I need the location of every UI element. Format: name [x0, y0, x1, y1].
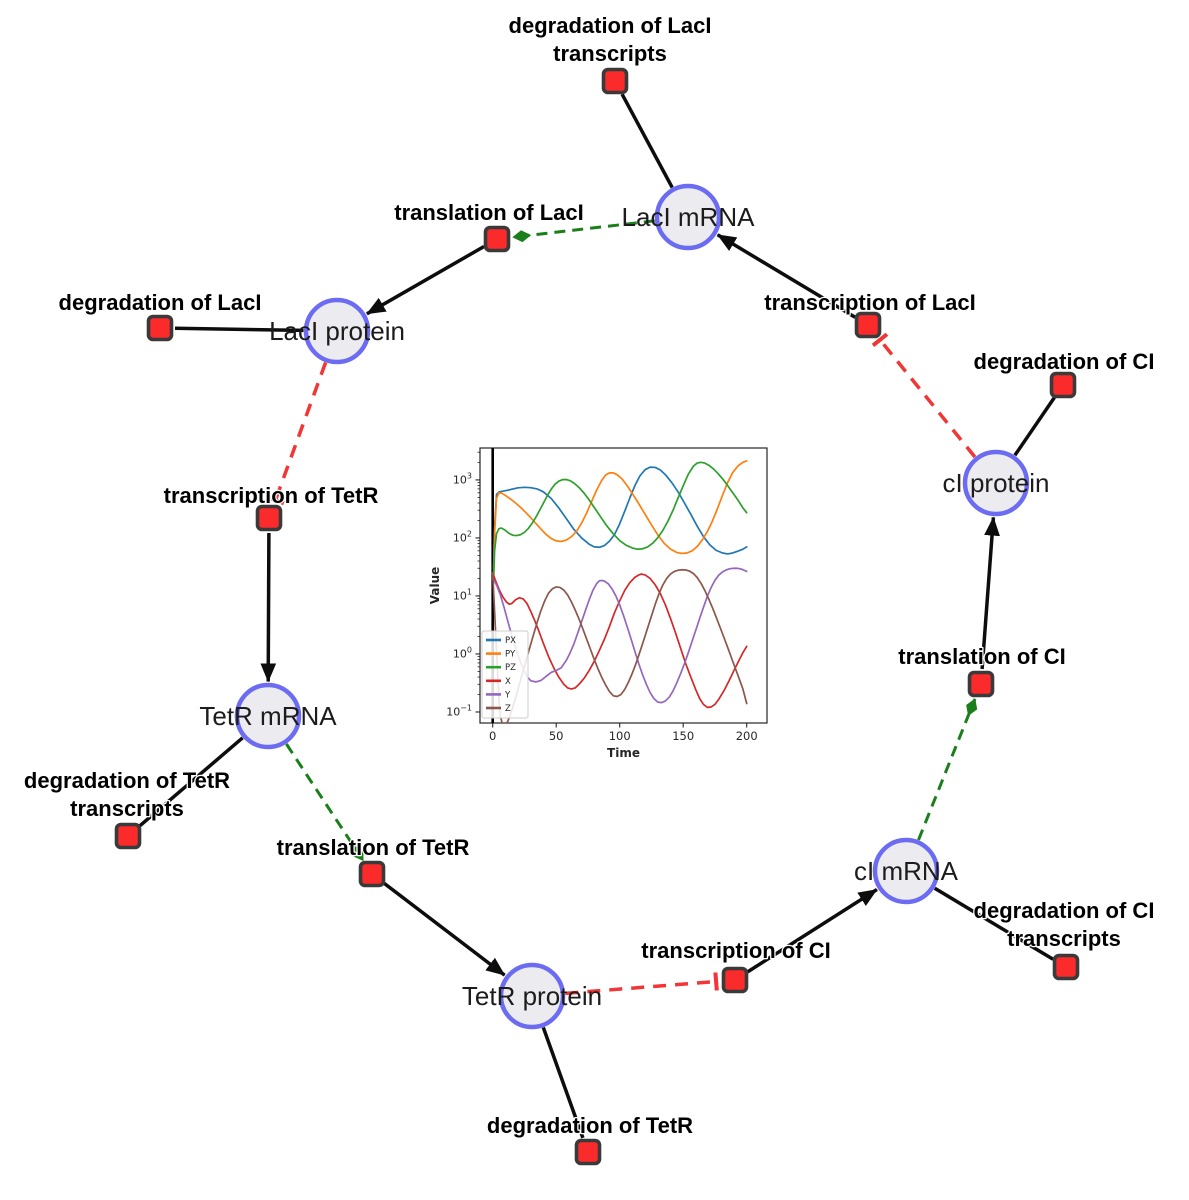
x-tick-label: 100 [609, 729, 631, 743]
edge-modifier-laci_mrna-transl_laci [512, 219, 655, 243]
reaction-node-deg_laci_tx [601, 67, 629, 95]
edge-consumption-ci_protein-deg_ci [1013, 396, 1056, 457]
species-label-laci_mrna: LacI mRNA [622, 202, 756, 232]
reaction-node-deg_tetr [574, 1138, 602, 1166]
edge-consumption-tetr_protein-deg_tetr [541, 1026, 585, 1139]
edge-modifier-ci_mrna-transl_ci [917, 698, 978, 841]
edge-modifier-tetr_mrna-transl_tetr [285, 743, 365, 862]
series-line-PZ [492, 461, 748, 582]
reaction-node-transl_tetr [358, 860, 386, 888]
edge-inhibition-laci_protein-transc_tetr [266, 361, 328, 506]
edge-consumption-tetr_mrna-deg_tetr_tx [138, 736, 244, 828]
species-node-laci_protein [303, 297, 371, 365]
series-line-PY [492, 460, 748, 574]
edge-production-transl_tetr-tetr_protein [382, 881, 506, 977]
species-label-laci_protein: LacI protein [269, 316, 405, 346]
edge-production-transc_laci-laci_mrna [716, 233, 857, 319]
species-node-ci_protein [962, 449, 1030, 517]
y-tick-label: 101 [453, 587, 472, 602]
reaction-label-deg_ci_tx: degradation of CI transcripts [974, 898, 1155, 951]
legend-label-PY: PY [505, 650, 516, 660]
edge-consumption-ci_mrna-deg_ci_tx [933, 886, 1055, 961]
reaction-node-transl_ci [967, 670, 995, 698]
reaction-node-transc_laci [854, 311, 882, 339]
legend-label-X: X [505, 677, 511, 687]
reaction-label-transc_tetr: transcription of TetR [164, 483, 379, 508]
reaction-node-deg_laci [146, 314, 174, 342]
x-tick-label: 150 [672, 729, 694, 743]
edge-production-transc_tetr-tetr_mrna [260, 532, 277, 683]
reaction-label-transc_laci: transcription of LacI [764, 290, 975, 315]
species-label-tetr_mrna: TetR mRNA [199, 701, 337, 731]
y-tick-label: 100 [453, 645, 472, 660]
reaction-label-transl_ci: translation of CI [898, 644, 1065, 669]
legend-label-Y: Y [504, 690, 511, 700]
legend-label-PX: PX [505, 636, 516, 646]
y-tick-label: 102 [453, 529, 472, 544]
y-tick-label: 10−1 [446, 703, 472, 718]
x-tick-label: 0 [489, 729, 496, 743]
species-node-tetr_protein [498, 962, 566, 1030]
edge-inhibition-tetr_protein-transc_ci [565, 972, 719, 996]
reaction-label-transl_laci: translation of LacI [394, 200, 583, 225]
x-axis-label: Time [607, 746, 640, 760]
reaction-node-deg_tetr_tx [114, 822, 142, 850]
species-node-laci_mrna [654, 183, 722, 251]
series-line-PX [492, 466, 748, 570]
species-label-ci_mrna: cI mRNA [854, 856, 959, 886]
edge-inhibition-ci_protein-transc_laci [871, 332, 977, 459]
edge-production-transc_ci-ci_mrna [746, 888, 878, 974]
edge-production-transl_ci-ci_protein [980, 516, 1000, 670]
legend-label-PZ: PZ [505, 663, 516, 673]
species-label-tetr_protein: TetR protein [462, 981, 602, 1011]
edge-production-transl_laci-laci_protein [366, 244, 485, 316]
reaction-node-transc_tetr [255, 504, 283, 532]
legend-label-Z: Z [505, 704, 511, 714]
reaction-label-deg_tetr_tx: degradation of TetR transcripts [24, 768, 230, 821]
timeseries-chart: 0 50 100 150 200 Time 10−1 100 101 102 103 Value PX… [428, 447, 768, 760]
reaction-node-deg_ci [1049, 371, 1077, 399]
series-line-X [491, 572, 748, 709]
reaction-label-deg_laci_tx: degradation of LacI transcripts [509, 13, 712, 66]
reaction-label-deg_tetr: degradation of TetR [487, 1113, 693, 1138]
y-tick-label: 103 [453, 471, 472, 486]
series-line-Y [491, 567, 748, 704]
species-label-ci_protein: cI protein [943, 468, 1050, 498]
species-node-ci_mrna [872, 837, 940, 905]
edge-consumption-laci_protein-deg_laci [174, 326, 304, 333]
x-tick-label: 50 [549, 729, 564, 743]
y-axis-label: Value [428, 567, 442, 605]
edge-consumption-laci_mrna-deg_laci_tx [620, 93, 674, 189]
reaction-label-deg_laci: degradation of LacI [59, 290, 262, 315]
reaction-node-transc_ci [721, 966, 749, 994]
reaction-label-transl_tetr: translation of TetR [277, 835, 470, 860]
x-tick-label: 200 [736, 729, 758, 743]
species-node-tetr_mrna [234, 682, 302, 750]
reaction-node-transl_laci [483, 225, 511, 253]
reaction-node-deg_ci_tx [1052, 953, 1080, 981]
reaction-label-transc_ci: transcription of CI [641, 938, 830, 963]
reaction-label-deg_ci: degradation of CI [974, 349, 1155, 374]
